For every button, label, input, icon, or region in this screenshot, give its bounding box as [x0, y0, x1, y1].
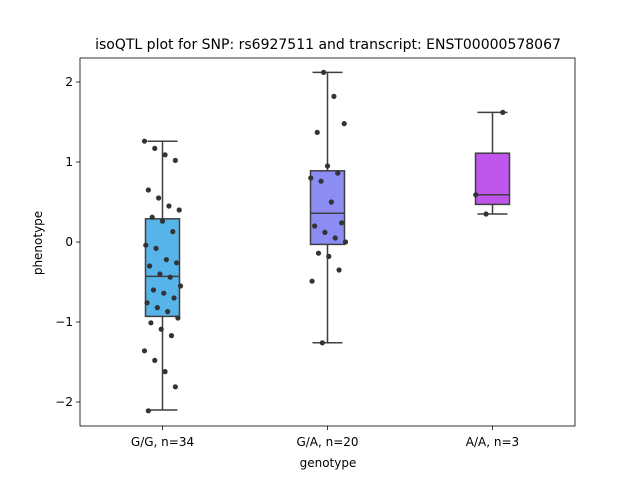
data-point — [158, 326, 164, 332]
data-point — [318, 178, 324, 184]
data-point — [165, 309, 171, 315]
data-point — [331, 93, 337, 99]
data-point — [309, 278, 315, 284]
chart-title: isoQTL plot for SNP: rs6927511 and trans… — [95, 37, 561, 53]
data-point — [324, 163, 331, 169]
y-tick-label: 0 — [65, 235, 73, 249]
data-point — [176, 207, 182, 213]
data-point — [150, 287, 157, 293]
data-point — [473, 192, 479, 198]
data-point — [177, 283, 184, 289]
data-point — [152, 357, 158, 363]
data-point — [341, 121, 347, 127]
data-point — [335, 170, 341, 176]
data-point — [153, 245, 159, 251]
data-point — [342, 239, 349, 245]
data-point — [156, 195, 162, 201]
x-tick-label: G/A, n=20 — [296, 435, 358, 449]
data-point — [162, 369, 168, 375]
data-point — [319, 340, 325, 346]
data-point — [145, 408, 151, 414]
box — [474, 152, 511, 206]
data-point — [141, 138, 148, 144]
x-tick-label: G/G, n=34 — [131, 435, 194, 449]
data-point — [315, 250, 322, 256]
data-point — [167, 274, 173, 280]
data-point — [483, 211, 489, 217]
data-point — [339, 220, 345, 226]
y-tick-label: 2 — [65, 75, 73, 89]
data-point — [314, 129, 320, 135]
y-axis-label: phenotype — [31, 211, 45, 275]
data-point — [152, 145, 158, 151]
x-tick-label: A/A, n=3 — [466, 435, 519, 449]
data-point — [154, 305, 160, 311]
x-axis: G/G, n=34 G/A, n=20 A/A, n=3 — [131, 426, 519, 449]
data-point — [326, 253, 332, 259]
data-point — [328, 199, 334, 205]
data-point — [168, 333, 175, 339]
data-point — [500, 109, 506, 115]
data-point — [172, 157, 178, 163]
y-tick-label: −2 — [55, 395, 73, 409]
data-point — [332, 235, 338, 241]
data-point — [171, 295, 177, 301]
box — [309, 170, 346, 246]
data-point — [162, 152, 168, 158]
data-point — [322, 229, 328, 235]
data-point — [336, 267, 342, 273]
point-series — [141, 69, 506, 414]
data-point — [172, 384, 178, 390]
data-point — [149, 214, 155, 220]
data-point — [157, 271, 163, 277]
data-point — [141, 348, 148, 354]
data-point — [163, 257, 169, 263]
data-point — [148, 320, 154, 326]
box-series — [144, 71, 511, 411]
data-point — [147, 263, 153, 269]
data-point — [143, 242, 149, 248]
data-point — [321, 69, 327, 75]
data-point — [159, 218, 166, 224]
data-point — [175, 315, 181, 321]
y-tick-label: 1 — [65, 155, 73, 169]
data-point — [170, 229, 176, 235]
y-axis: −2 −1 0 1 2 — [55, 75, 80, 409]
data-point — [144, 300, 150, 306]
data-point — [161, 290, 167, 296]
data-point — [312, 223, 318, 229]
data-point — [174, 260, 180, 266]
x-axis-label: genotype — [300, 456, 357, 470]
data-point — [166, 203, 172, 209]
data-point — [308, 175, 314, 181]
data-point — [145, 187, 151, 193]
y-tick-label: −1 — [55, 315, 73, 329]
